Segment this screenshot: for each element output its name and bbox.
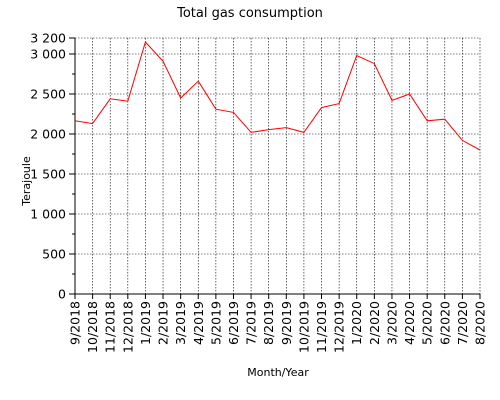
x-axis-ticks: 9/2018 10/2018 11/2018 12/2018 1/2019 2/2019 3… [68, 294, 488, 353]
x-tick-label: 9/2019 [279, 301, 294, 345]
y-tick-label: 2 000 [30, 127, 66, 142]
x-tick-label: 8/2019 [261, 301, 276, 345]
y-tick-label: 0 [58, 287, 66, 302]
x-tick-label: 5/2019 [208, 301, 223, 345]
x-tick-label: 7/2019 [244, 301, 259, 345]
x-tick-label: 1/2019 [138, 301, 153, 345]
x-tick-label: 3/2019 [173, 301, 188, 345]
y-tick-label: 3 200 [30, 31, 66, 46]
y-tick-label: 2 500 [30, 87, 66, 102]
x-axis-title: Month/Year [247, 366, 309, 379]
x-tick-label: 2/2020 [367, 301, 382, 345]
series-line [74, 41, 481, 151]
axes [74, 38, 480, 295]
chart-title: Total gas consumption [176, 6, 323, 21]
x-tick-label: 7/2020 [455, 301, 470, 345]
x-tick-label: 1/2020 [349, 301, 364, 345]
x-tick-label: 4/2019 [191, 301, 206, 345]
x-tick-label: 8/2020 [473, 301, 488, 345]
x-tick-label: 9/2018 [68, 301, 83, 345]
series-line-group [74, 41, 481, 151]
x-tick-label: 2/2019 [156, 301, 171, 345]
x-tick-label: 12/2018 [120, 301, 135, 353]
y-tick-label: 1 500 [30, 167, 66, 182]
grid [75, 37, 481, 294]
x-tick-label: 6/2020 [437, 301, 452, 345]
x-tick-label: 11/2018 [103, 301, 118, 353]
y-axis-title: Terajoule [20, 156, 33, 207]
x-tick-label: 4/2020 [402, 301, 417, 345]
y-tick-label: 1 000 [30, 207, 66, 222]
x-tick-label: 10/2019 [296, 301, 311, 353]
y-tick-label: 500 [42, 247, 66, 262]
x-tick-label: 5/2020 [420, 301, 435, 345]
x-tick-label: 10/2018 [85, 301, 100, 353]
x-tick-label: 3/2020 [384, 301, 399, 345]
x-tick-label: 11/2019 [314, 301, 329, 353]
y-tick-label: 3 000 [30, 47, 66, 62]
x-tick-label: 12/2019 [332, 301, 347, 353]
x-tick-label: 6/2019 [226, 301, 241, 345]
